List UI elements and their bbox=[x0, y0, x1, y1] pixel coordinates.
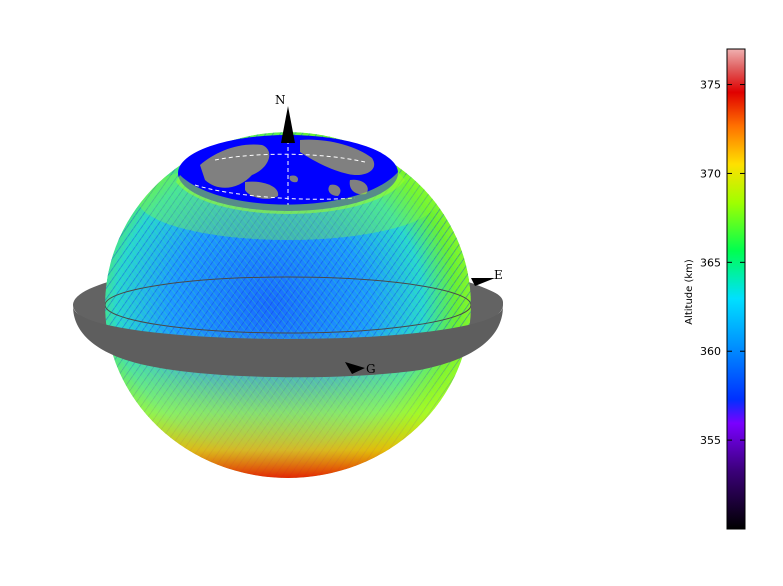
colorbar-tick-label: 360 bbox=[700, 345, 721, 358]
colorbar-tick-label: 365 bbox=[700, 256, 721, 269]
colorbar-tick-label: 370 bbox=[700, 167, 721, 180]
greenwich-label: G bbox=[366, 362, 376, 376]
colorbar-gradient bbox=[726, 48, 746, 530]
north-arrow-icon bbox=[281, 106, 295, 143]
polar-cap-map bbox=[176, 135, 405, 215]
colorbar-tick-label: 375 bbox=[700, 79, 721, 92]
colorbar-tick-label: 355 bbox=[700, 434, 721, 447]
equator-ring-front bbox=[73, 306, 503, 378]
east-arrow-icon bbox=[471, 278, 495, 286]
east-label: E bbox=[494, 268, 503, 282]
north-label: N bbox=[275, 93, 286, 107]
colorbar-label: Altitude (km) bbox=[684, 259, 695, 325]
colorbar: 375 370 365 360 355 Altitude (km) bbox=[684, 48, 746, 530]
greenwich-arrow-icon bbox=[345, 362, 365, 374]
colorbar-ticks: 375 370 365 360 355 bbox=[700, 79, 745, 447]
